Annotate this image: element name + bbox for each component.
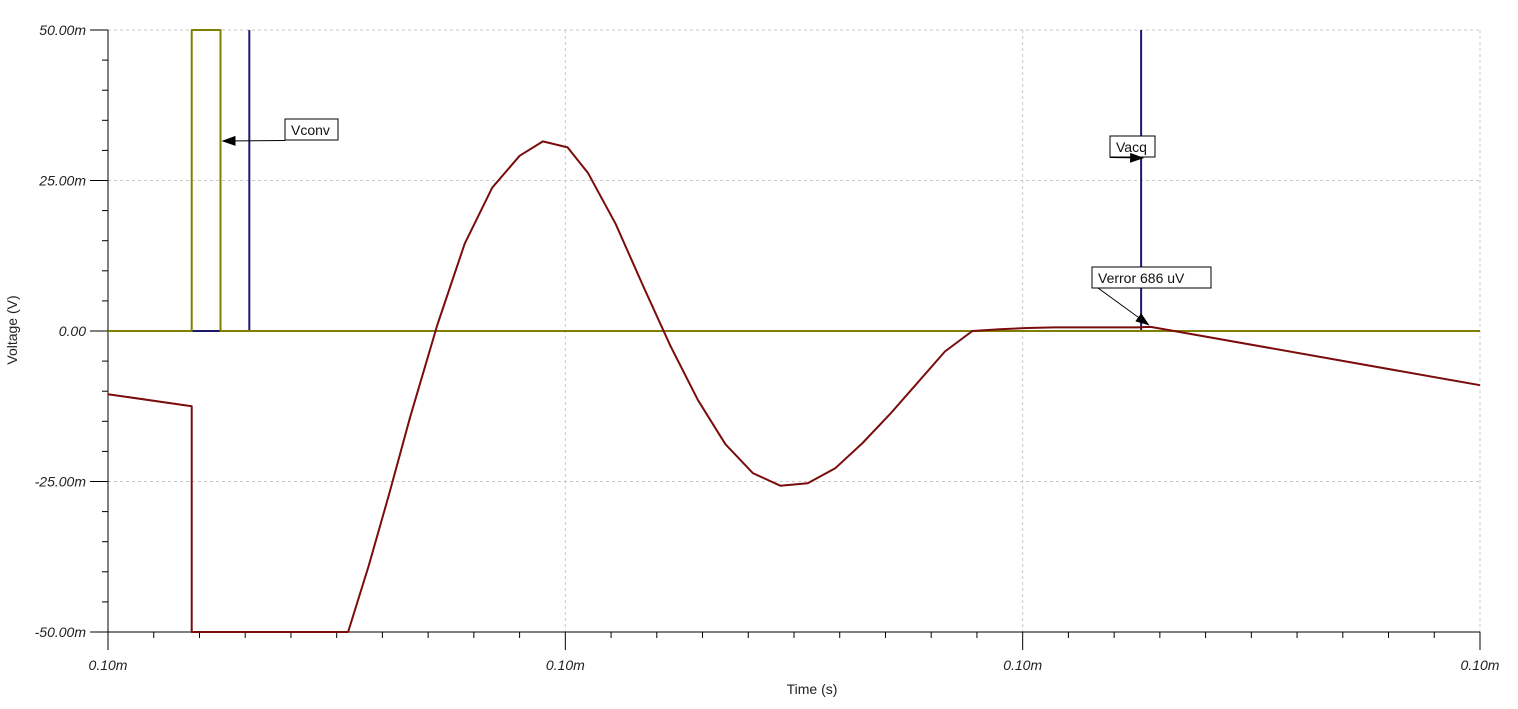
annotation-vconv: Vconv: [221, 118, 339, 146]
x-tick-label: 0.10m: [89, 657, 128, 673]
series-verror: [107, 140, 1481, 633]
axes: 50.00m 25.00m 0.00 -25.00m -50.00m 0.10m 0.10m…: [35, 22, 1500, 673]
annotation-label: Verror 686 uV: [1098, 270, 1185, 286]
y-tick-label: 25.00m: [38, 173, 86, 189]
y-tick-label: -25.00m: [35, 474, 87, 490]
annotation-arrow: [1097, 287, 1150, 326]
annotation-vacq: Vacq: [1109, 135, 1156, 163]
y-tick-label: 0.00: [59, 323, 86, 339]
x-tick-label: 0.10m: [546, 657, 585, 673]
annotation-arrow: [1109, 152, 1145, 163]
annotation-box: [1091, 266, 1212, 289]
x-tick-label: 0.10m: [1461, 657, 1500, 673]
annotations: Vconv Vacq Verror 686 uV: [221, 118, 1212, 326]
x-axis-title: Time (s): [787, 681, 838, 697]
series-vconv: [108, 29, 1480, 332]
y-tick-label: 50.00m: [39, 22, 86, 38]
annotation-arrow: [221, 135, 286, 146]
annotation-box: [284, 118, 339, 141]
x-tick-label: 0.10m: [1003, 657, 1042, 673]
y-axis-title: Voltage (V): [4, 295, 20, 364]
annotation-label: Vacq: [1116, 139, 1147, 155]
y-tick-label: -50.00m: [35, 624, 87, 640]
annotation-verror: Verror 686 uV: [1091, 266, 1212, 326]
annotation-label: Vconv: [291, 122, 330, 138]
